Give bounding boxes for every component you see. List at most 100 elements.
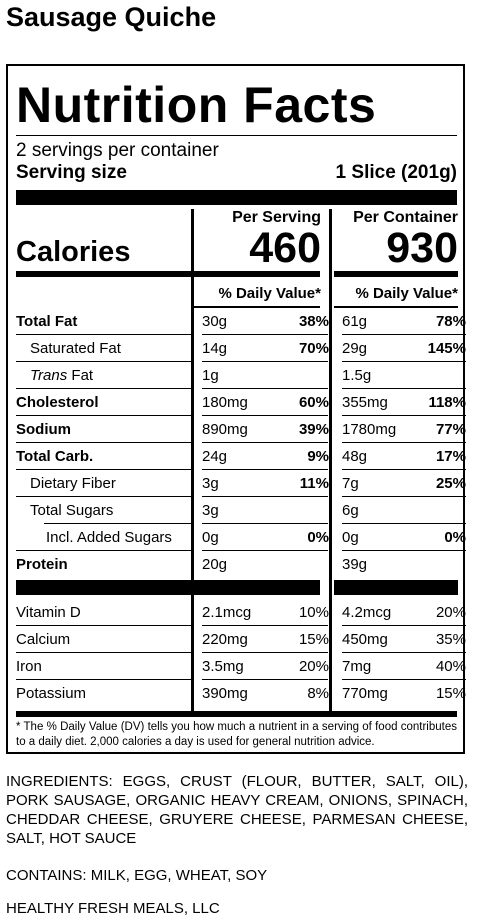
per-container-amount: 48g [342, 448, 368, 465]
serving-size-row: Serving size 1 Slice (201g) [16, 162, 457, 184]
per-container-dv: 40% [435, 658, 466, 675]
nutrient-row-dietary-fiber: Dietary Fiber 3g 11% 7g 25% [16, 470, 466, 497]
per-container-amount: 39g [342, 556, 368, 573]
per-container-amount: 7mg [342, 658, 372, 675]
nutrient-name: Potassium [16, 685, 87, 702]
per-serving-dv: 60% [298, 394, 329, 411]
company-name: HEALTHY FRESH MEALS, LLC [6, 900, 220, 917]
nutrition-label: Nutrition Facts 2 servings per container… [6, 64, 466, 754]
per-serving-header: Per Serving [232, 209, 321, 226]
servings-per-container: 2 servings per container [16, 140, 219, 161]
per-serving-amount: 220mg [202, 631, 248, 648]
nutrient-name: Vitamin D [16, 604, 81, 621]
per-serving-dv: 39% [298, 421, 329, 438]
per-container-dv: 17% [435, 448, 466, 465]
per-container-dv: 78% [435, 313, 466, 330]
per-serving-amount: 1g [202, 367, 219, 384]
fat-word: Fat [67, 367, 94, 384]
daily-value-header-serving: % Daily Value* [218, 285, 321, 302]
nutrient-row-saturated-fat: Saturated Fat 14g 70% 29g 145% [16, 335, 466, 362]
nutrient-name: Incl. Added Sugars [46, 529, 172, 546]
per-container-dv: 25% [435, 475, 466, 492]
divider [16, 135, 457, 136]
nutrient-name: Total Sugars [30, 502, 114, 519]
serving-size-label: Serving size [16, 162, 127, 183]
per-serving-dv: 15% [298, 631, 329, 648]
allergen-statement: CONTAINS: MILK, EGG, WHEAT, SOY [6, 867, 268, 884]
calories-per-container: 930 [386, 224, 458, 272]
per-container-dv: 20% [435, 604, 466, 621]
per-container-dv: 15% [435, 685, 466, 702]
nutrient-row-sodium: Sodium 890mg 39% 1780mg 77% [16, 416, 466, 443]
per-serving-amount: 390mg [202, 685, 248, 702]
footnote-divider [16, 711, 457, 717]
per-container-amount: 4.2mcg [342, 604, 392, 621]
per-serving-amount: 14g [202, 340, 228, 357]
per-container-amount: 1780mg [342, 421, 397, 438]
per-container-dv: 0% [444, 529, 466, 546]
nutrient-name: Dietary Fiber [30, 475, 116, 492]
per-container-amount: 1.5g [342, 367, 372, 384]
nutrient-row-total-sugars: Total Sugars 3g 6g [16, 497, 466, 524]
vitamin-row-iron: Iron 3.5mg 20% 7mg 40% [16, 653, 466, 680]
per-serving-amount: 20g [202, 556, 228, 573]
vitamin-bar-mid [194, 580, 320, 595]
nutrient-row-total-carb: Total Carb. 24g 9% 48g 17% [16, 443, 466, 470]
per-container-amount: 450mg [342, 631, 388, 648]
nutrient-name: Total Carb. [16, 448, 94, 465]
nutrient-name: Saturated Fat [30, 340, 121, 357]
column-separator-left [191, 209, 194, 711]
per-serving-dv: 38% [298, 313, 329, 330]
per-serving-amount: 2.1mcg [202, 604, 252, 621]
calories-rule-mid [194, 271, 320, 277]
nutrient-name: Sodium [16, 421, 71, 438]
vitamin-bar-left [16, 580, 191, 595]
ingredients-text: INGREDIENTS: EGGS, CRUST (FLOUR, BUTTER,… [6, 773, 468, 847]
column-separator-right [329, 209, 332, 711]
thick-divider [16, 190, 457, 205]
nutrient-row-cholesterol: Cholesterol 180mg 60% 355mg 118% [16, 389, 466, 416]
per-container-dv: 145% [427, 340, 466, 357]
per-container-amount: 0g [342, 529, 359, 546]
nutrient-name: Cholesterol [16, 394, 99, 411]
per-container-header: Per Container [353, 209, 458, 226]
per-serving-amount: 24g [202, 448, 228, 465]
nutrient-name: Trans Fat [30, 367, 93, 384]
dv-rule-mid [194, 306, 320, 308]
nutrient-name: Iron [16, 658, 42, 675]
per-serving-dv: 10% [298, 604, 329, 621]
per-container-dv: 118% [428, 394, 466, 411]
vitamin-row-calcium: Calcium 220mg 15% 450mg 35% [16, 626, 466, 653]
per-serving-dv: 70% [298, 340, 329, 357]
vitamin-bar-right [334, 580, 458, 595]
per-container-amount: 29g [342, 340, 368, 357]
per-serving-amount: 3.5mg [202, 658, 244, 675]
calories-label: Calories [16, 236, 131, 268]
per-container-amount: 61g [342, 313, 368, 330]
trans-word: Trans [30, 367, 68, 384]
calories-rule-left [16, 271, 191, 277]
calories-rule-right [334, 271, 458, 277]
per-container-amount: 6g [342, 502, 359, 519]
nutrient-row-trans-fat: Trans Fat 1g 1.5g [16, 362, 466, 389]
per-container-dv: 35% [435, 631, 466, 648]
dv-rule-right [334, 306, 458, 308]
product-title: Sausage Quiche [6, 2, 217, 32]
nutrient-name: Calcium [16, 631, 71, 648]
nutrient-row-protein: Protein 20g 39g [16, 551, 457, 578]
per-container-dv: 77% [435, 421, 466, 438]
per-serving-dv: 8% [307, 685, 329, 702]
daily-value-header-container: % Daily Value* [355, 285, 458, 302]
vitamin-row-vitamin-d: Vitamin D 2.1mcg 10% 4.2mcg 20% [16, 599, 466, 626]
per-serving-amount: 0g [202, 529, 219, 546]
nutrition-facts-title: Nutrition Facts [16, 77, 377, 133]
per-serving-dv: 0% [307, 529, 329, 546]
per-container-amount: 355mg [342, 394, 388, 411]
nutrient-row-total-fat: Total Fat 30g 38% 61g 78% [16, 308, 466, 335]
per-serving-amount: 890mg [202, 421, 248, 438]
serving-size-value: 1 Slice (201g) [335, 162, 457, 183]
per-serving-dv: 9% [307, 448, 329, 465]
nutrient-name: Protein [16, 556, 68, 573]
per-serving-amount: 3g [202, 502, 219, 519]
per-container-amount: 7g [342, 475, 359, 492]
